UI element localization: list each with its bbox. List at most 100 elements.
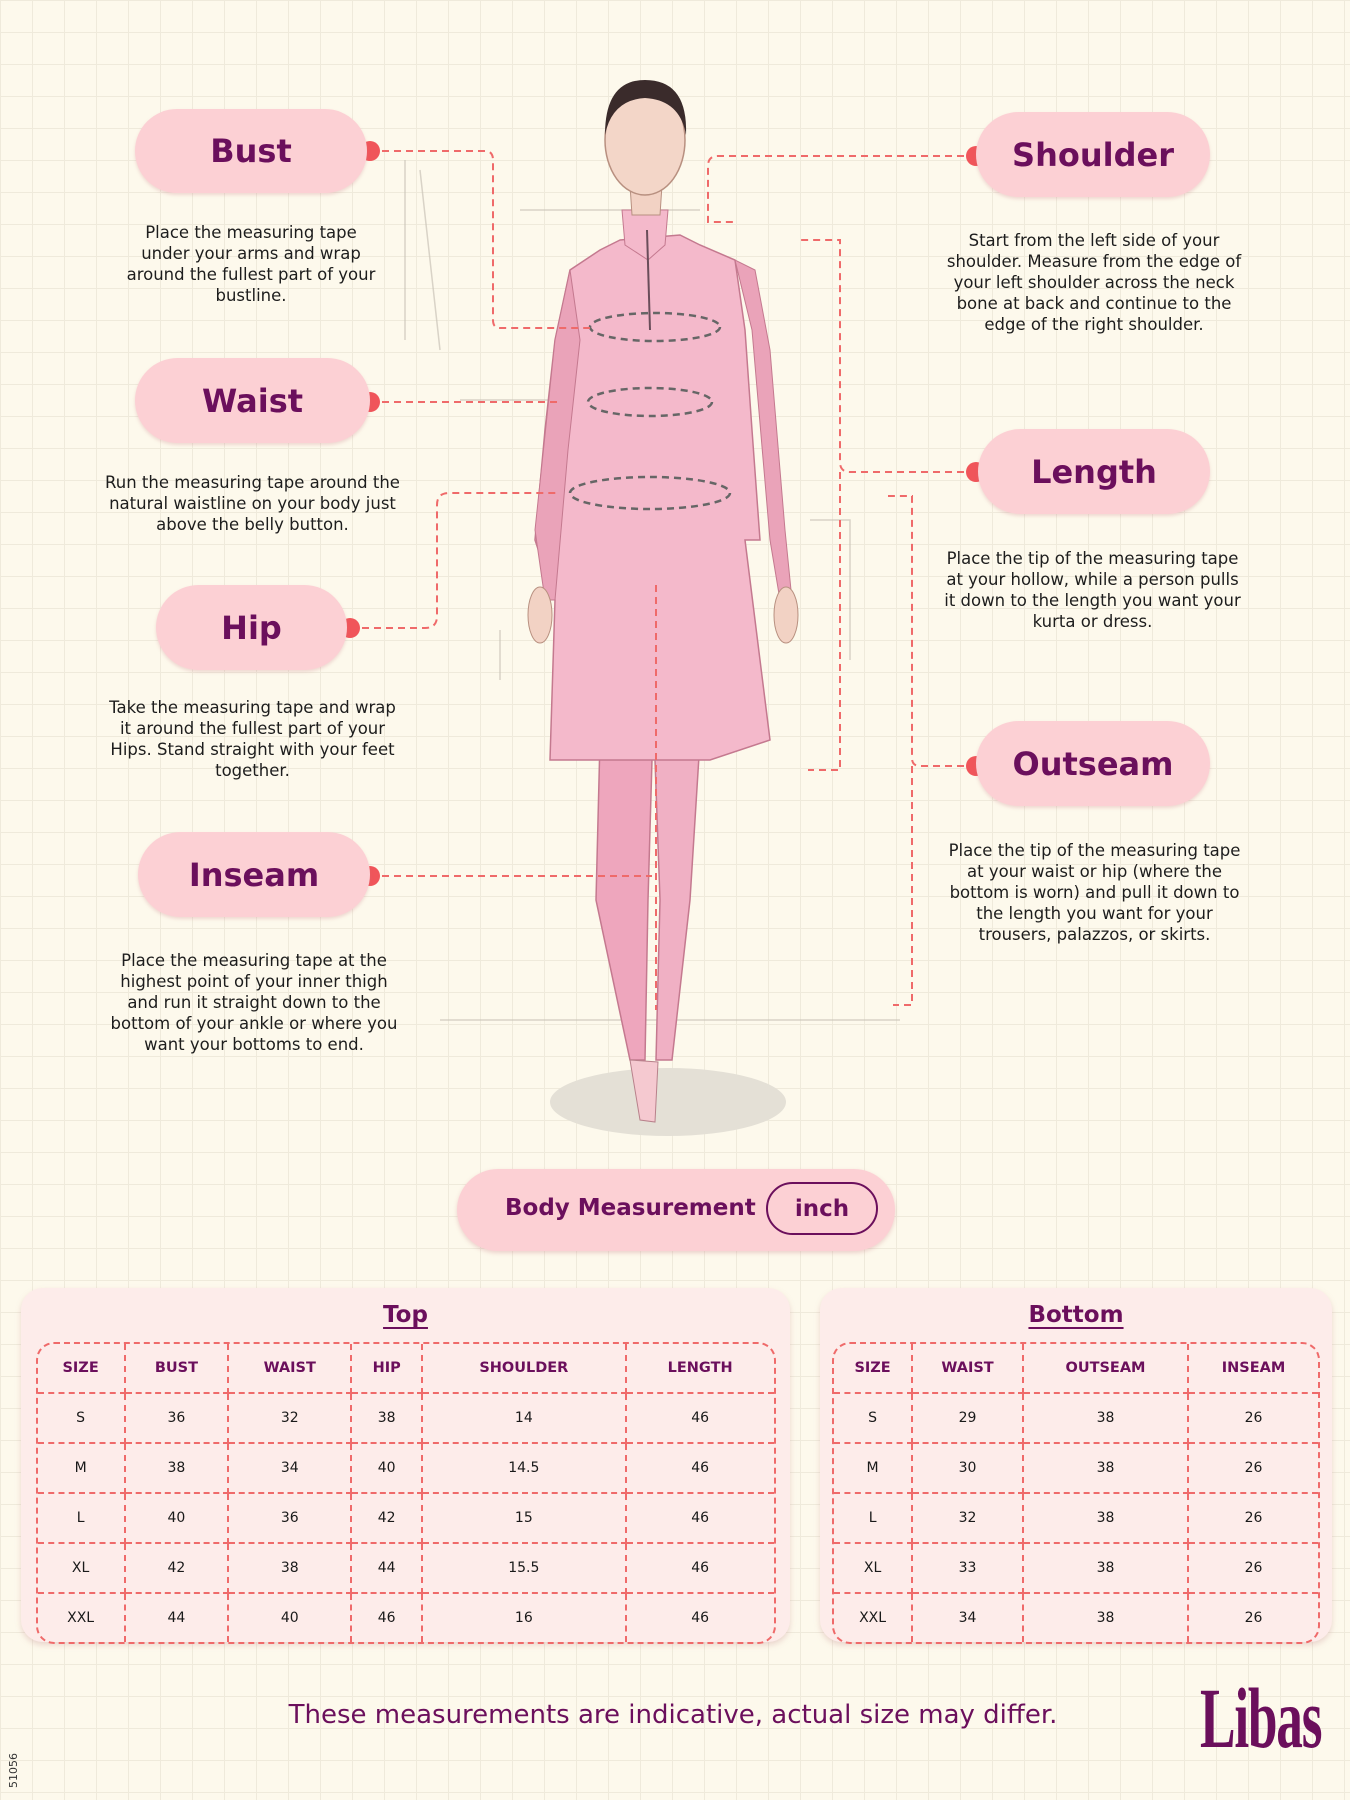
table-cell: 15 [422,1494,627,1544]
table-cell: 46 [691,1610,710,1626]
table-cell: 40 [125,1494,230,1544]
table-cell: L [834,1494,914,1544]
hip-label: Hip [221,608,282,647]
length-label: Length [1031,452,1157,491]
table-cell: 38 [1023,1544,1190,1594]
hip-label-pill: Hip [156,585,347,670]
table-cell: 38 [125,1444,230,1494]
column-header: INSEAM [1189,1344,1318,1394]
table-row: L 40 36 42 15 46 [37,1494,774,1544]
table-cell: 32 [229,1394,353,1444]
top-size-card: Top SIZE BUST WAIST HIP SHOULDER LENGTH S 36 32 3… [21,1288,790,1644]
column-header: LENGTH [626,1344,774,1394]
column-header: WAIST [229,1344,353,1394]
table-cell: 29 [913,1394,1024,1444]
table-cell: 26 [1189,1444,1318,1494]
length-description: Place the tip of the measuring tape at y… [944,549,1241,631]
inseam-label-pill: Inseam [138,832,370,917]
table-cell: 38 [1023,1394,1190,1444]
table-cell: 26 [1189,1544,1318,1594]
column-header: SIZE [37,1344,126,1394]
product-code: 51056 [7,1753,20,1788]
column-header: HIP [352,1344,423,1394]
bottom-size-table: SIZE WAIST OUTSEAM INSEAM S 29 38 26 M 30 38 26 L 32 3… [832,1342,1320,1644]
table-cell: 46 [626,1444,774,1494]
libas-logo: Libas [1200,1670,1322,1766]
column-header: OUTSEAM [1023,1344,1190,1394]
top-size-table: SIZE BUST WAIST HIP SHOULDER LENGTH S 36 32 38 14 4… [35,1342,776,1644]
waist-label-pill: Waist [135,358,370,443]
table-cell: L [37,1494,126,1544]
column-header: SHOULDER [422,1344,627,1394]
table-cell: M [37,1444,126,1494]
bust-label: Bust [210,132,292,170]
bottom-size-card: Bottom SIZE WAIST OUTSEAM INSEAM S 29 38 26 M 30 3… [820,1288,1332,1644]
body-measurement-label: Body Measurement [505,1195,756,1221]
waist-label: Waist [201,381,304,420]
table-cell: S [834,1394,914,1444]
table-cell: 16 [423,1594,627,1642]
table-cell: XL [37,1544,126,1594]
table-row: XL 33 38 26 [834,1544,1318,1594]
table-cell: XXL [38,1594,126,1642]
table-cell: 38 [1023,1444,1190,1494]
table-cell: 38 [352,1394,423,1444]
table-cell: 14 [422,1394,627,1444]
table-cell: 42 [352,1494,423,1544]
table-cell: 40 [352,1444,423,1494]
table-cell: S [37,1394,126,1444]
outseam-label-pill: Outseam [976,721,1210,806]
shoulder-description: Start from the left side of your shoulde… [946,231,1242,334]
outseam-label: Outseam [1012,744,1174,783]
inseam-label: Inseam [188,855,320,894]
table-cell: 14.5 [422,1444,627,1494]
disclaimer: These measurements are indicative, actua… [0,1700,1350,1730]
outseam-description: Place the tip of the measuring tape at y… [948,841,1241,944]
top-table-title: Top [383,1302,428,1328]
table-cell: 46 [352,1594,423,1642]
table-cell: 34 [913,1594,1024,1642]
table-row: S 29 38 26 [834,1394,1318,1444]
table-cell: 44 [126,1594,230,1642]
table-row: L 32 38 26 [834,1494,1318,1544]
inseam-description: Place the measuring tape at the highest … [110,951,398,1054]
table-cell: 44 [352,1544,423,1594]
table-cell: 38 [1023,1494,1190,1544]
column-header: SIZE [834,1344,914,1394]
table-cell: 26 [1189,1394,1318,1444]
table-cell: 26 [1244,1610,1263,1626]
column-header: WAIST [913,1344,1024,1394]
table-cell: XL [834,1544,914,1594]
shoulder-label-pill: Shoulder [976,112,1210,197]
waist-description: Run the measuring tape around the natura… [105,473,400,534]
table-cell: 42 [125,1544,230,1594]
table-cell: 46 [626,1544,774,1594]
bust-description: Place the measuring tape under your arms… [126,223,376,305]
table-cell: XXL [834,1594,914,1642]
table-cell: 46 [626,1394,774,1444]
hip-description: Take the measuring tape and wrap it arou… [109,698,396,780]
bottom-table-title: Bottom [1028,1302,1124,1328]
table-cell: M [834,1444,914,1494]
table-row: M 38 34 40 14.5 46 [37,1444,774,1494]
table-cell: 30 [913,1444,1024,1494]
table-cell: 38 [1024,1594,1190,1642]
table-row: M 30 38 26 [834,1444,1318,1494]
table-row: XXL 44 40 46 16 46 [38,1594,774,1642]
table-row: XXL 34 38 26 [834,1594,1318,1642]
unit-toggle-inch[interactable]: inch [766,1182,878,1235]
table-cell: 38 [229,1544,353,1594]
table-cell: 36 [125,1394,230,1444]
table-cell: 40 [229,1594,353,1642]
table-cell: 36 [229,1494,353,1544]
table-cell: 15.5 [422,1544,627,1594]
shoulder-label: Shoulder [1012,135,1174,174]
bust-label-pill: Bust [135,109,367,193]
length-label-pill: Length [978,429,1210,514]
table-cell: 46 [626,1494,774,1544]
body-measurement-header: Body Measurement inch [457,1169,895,1251]
guide-connectors [350,150,976,1010]
disclaimer-text: These measurements are indicative, actua… [288,1700,1058,1730]
model-illustration [340,80,986,1136]
floor-shadow [550,1068,786,1136]
